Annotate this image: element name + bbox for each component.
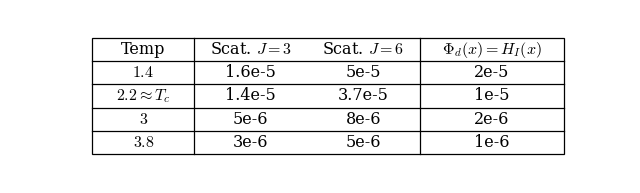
Text: 2e-6: 2e-6: [474, 111, 509, 128]
Text: $1.4$: $1.4$: [132, 64, 154, 81]
Text: 5e-5: 5e-5: [346, 64, 381, 81]
Text: Scat. $J = 6$: Scat. $J = 6$: [323, 41, 404, 58]
Text: 1.4e-5: 1.4e-5: [225, 87, 276, 104]
Text: 3.7e-5: 3.7e-5: [338, 87, 388, 104]
Text: 5e-6: 5e-6: [346, 134, 381, 151]
Text: 8e-6: 8e-6: [346, 111, 381, 128]
Text: 3e-6: 3e-6: [233, 134, 269, 151]
Text: 1e-6: 1e-6: [474, 134, 509, 151]
Text: 1e-5: 1e-5: [474, 87, 509, 104]
Text: 5e-6: 5e-6: [233, 111, 269, 128]
Text: 2e-5: 2e-5: [474, 64, 509, 81]
Text: $2.2 \approx T_c$: $2.2 \approx T_c$: [116, 87, 171, 105]
Text: Temp: Temp: [121, 41, 166, 58]
Text: $3$: $3$: [139, 111, 148, 128]
Text: 1.6e-5: 1.6e-5: [225, 64, 276, 81]
Bar: [92, 38, 564, 154]
Text: $\Phi_d(x) = H_I(x)$: $\Phi_d(x) = H_I(x)$: [442, 40, 541, 60]
Text: Scat. $J = 3$: Scat. $J = 3$: [210, 41, 292, 58]
Text: $3.8$: $3.8$: [132, 134, 154, 151]
